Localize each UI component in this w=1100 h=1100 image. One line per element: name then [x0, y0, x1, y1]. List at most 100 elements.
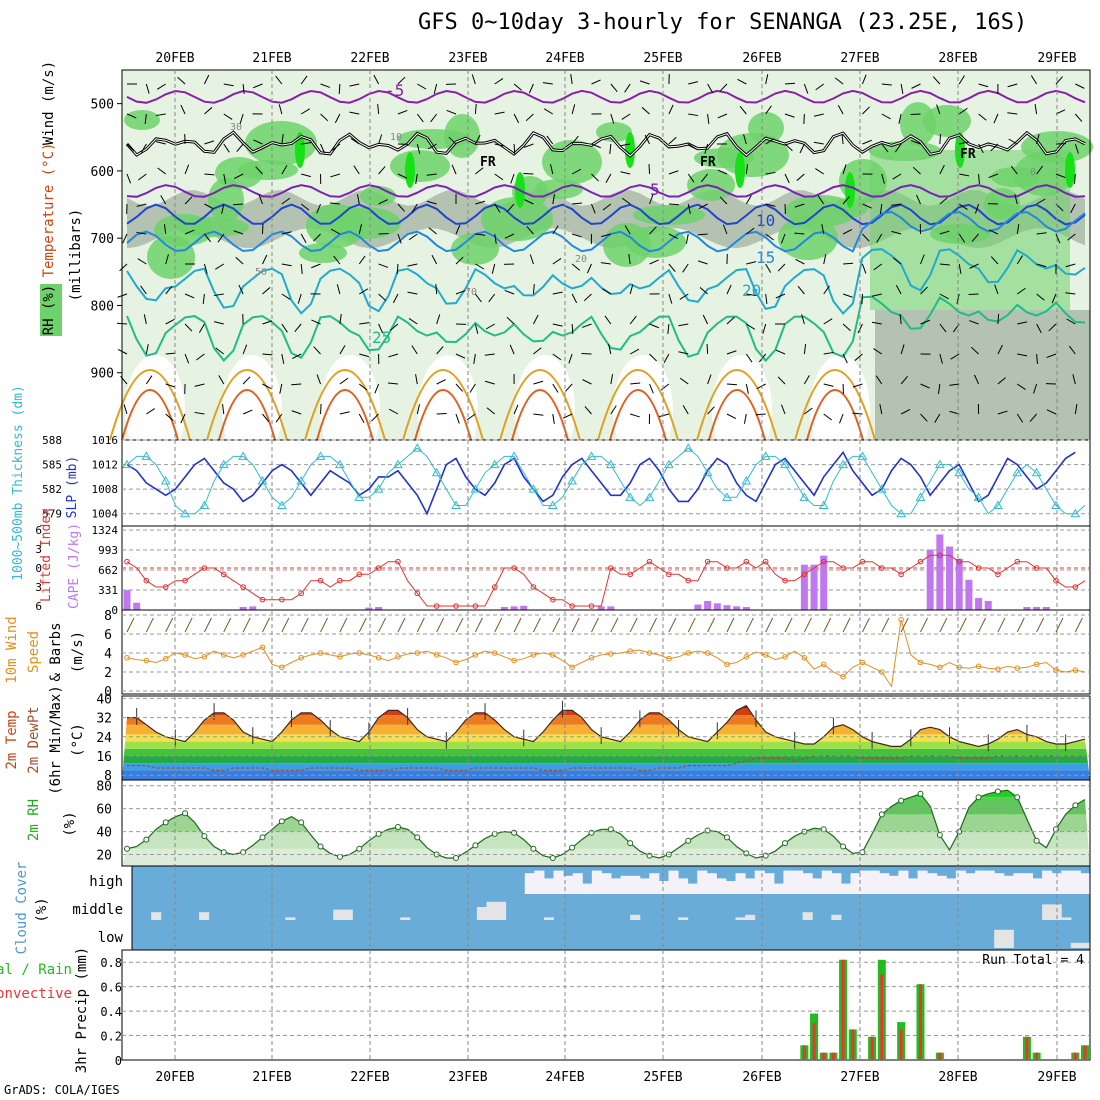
y-axis-label-right: SLP (mb) — [65, 456, 80, 519]
wind10-marker — [743, 654, 750, 660]
wind-barb — [1014, 194, 1018, 205]
temp-contour-warm — [304, 369, 386, 441]
wind-barb — [278, 104, 283, 115]
thickness-marker — [393, 459, 403, 469]
wind-barb — [1036, 198, 1046, 205]
wind-barb — [1046, 353, 1057, 359]
wind-barb — [1036, 263, 1047, 268]
cape-bar — [510, 606, 518, 610]
thickness-marker — [780, 459, 790, 469]
rh2m-panel: 20 40 60 80 2m RH (%) — [26, 779, 1091, 867]
wind-barb — [755, 413, 766, 416]
wind10-marker — [124, 654, 130, 661]
wind10-marker — [840, 673, 846, 680]
wind-barb — [455, 224, 461, 235]
wind-barb — [920, 319, 930, 325]
wind-barb — [221, 203, 225, 214]
wind-barb — [584, 406, 592, 415]
wind-barb — [900, 344, 905, 355]
wind-barb — [707, 406, 715, 415]
wind-barb — [649, 226, 657, 235]
rh-green-area — [208, 178, 244, 222]
wind-barb — [570, 74, 573, 85]
cape-bar — [500, 606, 508, 610]
wind10-barb — [707, 617, 716, 633]
precip-conv-bar — [802, 1045, 806, 1060]
cape-bar — [800, 564, 808, 610]
wind-barb — [997, 344, 1003, 355]
wind-barb — [1017, 353, 1028, 357]
wind-barb — [687, 203, 691, 214]
wind-barb — [571, 104, 576, 115]
wind-barb — [258, 194, 263, 205]
wind-barb — [854, 353, 863, 361]
wind-barb — [320, 113, 329, 122]
y-tick-label: 500 — [91, 98, 114, 113]
cloud-row-label: high — [89, 874, 123, 890]
wind-barb — [184, 353, 190, 364]
wind-barb — [233, 173, 244, 179]
wind-barb — [843, 262, 854, 265]
wind-barb — [668, 104, 674, 115]
wind-barb — [513, 83, 523, 91]
wind-barb — [235, 256, 244, 265]
wind10-marker — [259, 644, 266, 651]
wind-barb — [765, 203, 776, 207]
cloud-cell — [630, 914, 641, 920]
wind10-barb — [126, 617, 135, 633]
cloud-cell — [955, 870, 966, 894]
wind-barb — [1051, 293, 1057, 304]
wind-barb — [678, 323, 689, 327]
wind10-marker — [240, 652, 246, 658]
cloud-cell — [706, 873, 717, 894]
wind10-marker — [530, 652, 537, 658]
wind-barb — [726, 350, 737, 355]
freezing-level-label: FR — [700, 155, 716, 170]
wind-barb — [765, 138, 775, 145]
cape-bar — [946, 546, 954, 610]
thickness-marker — [934, 459, 945, 469]
wind-barb — [775, 349, 786, 355]
wind-barb — [873, 348, 883, 355]
lifted-index-marker — [569, 603, 575, 609]
wind-barb — [377, 103, 380, 115]
temperature-panel: 8 16 24 32 40 2m Temp 2m DewPt (6hr Min/Max) (°C… — [4, 685, 1091, 795]
wind10-panel: 0 2 4 6 8 10m Wind Speed & Barbs (m/s) — [4, 609, 1091, 700]
thickness-marker — [741, 475, 752, 485]
rh-marker — [917, 790, 924, 797]
lifted-index-marker — [724, 565, 730, 571]
lifted-index-line — [126, 554, 1086, 607]
wind-barb — [165, 318, 175, 325]
cloud-cell — [1042, 870, 1053, 894]
lifted-index-marker — [220, 571, 227, 578]
temp-color-band — [122, 715, 1090, 725]
wind-barb — [862, 203, 872, 209]
rh-bright-area — [405, 152, 415, 188]
wind-barb — [862, 139, 872, 145]
wind-barb — [900, 83, 904, 94]
lifted-index-marker — [1053, 577, 1059, 584]
wind-barb — [879, 203, 883, 214]
wind-barb — [350, 137, 360, 145]
wind-barb — [484, 353, 495, 356]
wind10-barb — [958, 617, 967, 633]
wind-barb — [891, 203, 902, 206]
rh-marker — [549, 854, 556, 861]
rh-marker — [259, 834, 266, 841]
wind-barb — [602, 203, 612, 211]
rh-contour-label: 70 — [465, 287, 477, 298]
wind10-marker — [511, 657, 517, 664]
rh-marker — [240, 849, 247, 856]
wind-barb — [165, 352, 176, 355]
wind-barb — [1017, 321, 1028, 325]
wind-barb — [484, 380, 495, 385]
cloud-cell — [400, 917, 411, 920]
wind-barb — [803, 375, 810, 385]
wind-barb — [621, 197, 631, 205]
cape-bar — [820, 555, 828, 610]
wind-barb — [475, 200, 486, 205]
wind-barb — [895, 285, 902, 295]
wind-barb — [687, 143, 697, 150]
wind-barb — [610, 83, 618, 92]
